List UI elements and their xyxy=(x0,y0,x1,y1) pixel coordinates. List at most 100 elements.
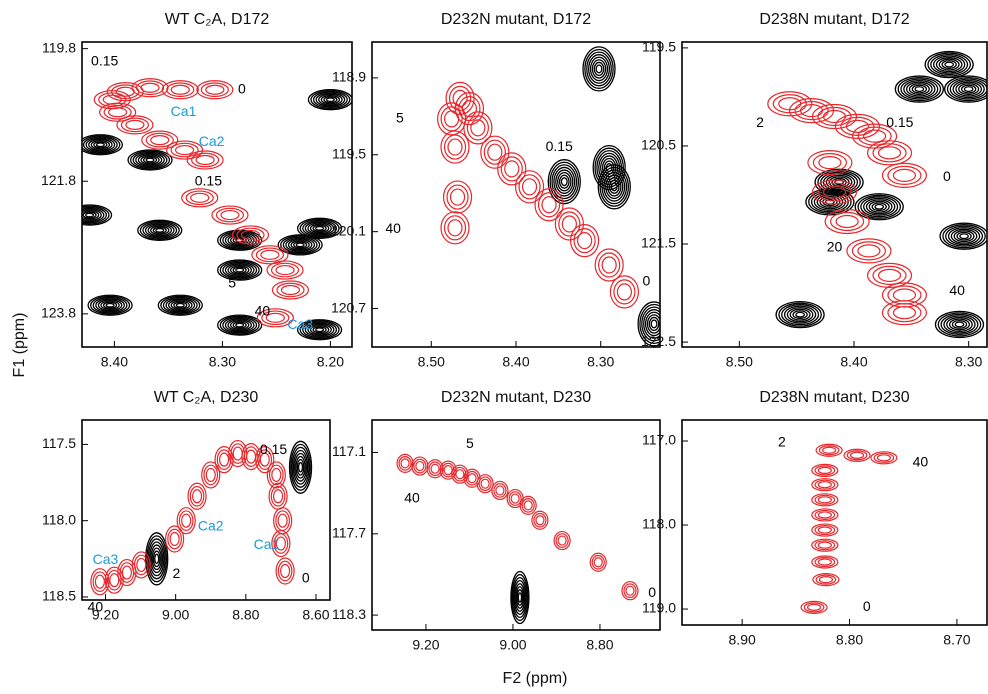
contour-ring xyxy=(491,480,509,501)
contour-ring xyxy=(911,84,928,94)
contour-ring xyxy=(866,262,913,289)
x-tick-label: 8.40 xyxy=(840,354,867,370)
contour-ring xyxy=(876,454,892,462)
contour-ring xyxy=(811,555,839,569)
contour-ring xyxy=(136,557,147,573)
annotation: 0 xyxy=(238,80,246,96)
contour-ring xyxy=(881,300,928,326)
contour-ring xyxy=(173,301,188,309)
contour-ring xyxy=(811,538,839,552)
contour-ring xyxy=(142,156,158,164)
titration-peak xyxy=(255,446,275,474)
panel: D238N mutant, D230 2 40 0 8.90 8.80 8.70 117.0 1… xyxy=(642,389,988,648)
contour-ring xyxy=(598,252,621,278)
titration-peak xyxy=(788,98,835,124)
contour-ring xyxy=(834,113,881,139)
contour-ring xyxy=(82,135,121,155)
background-peak xyxy=(854,193,904,221)
contour-ring xyxy=(299,218,340,238)
contour-ring xyxy=(478,476,492,492)
contour-ring xyxy=(947,227,981,246)
contour-ring xyxy=(205,84,225,95)
contour-ring xyxy=(120,117,150,133)
contour-ring xyxy=(259,452,270,467)
contour-ring xyxy=(814,168,864,196)
contour-ring xyxy=(811,493,839,507)
background-peak xyxy=(137,219,183,241)
background-peak xyxy=(547,159,581,205)
panel: D238N mutant, D172 2 0.15 0 20 40 8.50 8.40 8.30… xyxy=(641,11,988,370)
titration-peak xyxy=(275,557,295,585)
titration-peak xyxy=(256,308,294,328)
contour-ring xyxy=(591,554,605,570)
contour-ring xyxy=(872,265,907,286)
contour-ring xyxy=(453,466,467,482)
annotation: Ca2 xyxy=(198,517,224,533)
plot-frame xyxy=(81,419,331,601)
contour-ring xyxy=(85,137,116,152)
x-tick-label: 8.40 xyxy=(101,354,128,370)
contour-ring xyxy=(145,132,174,148)
titration-peak xyxy=(800,600,828,614)
contour-ring xyxy=(88,138,113,151)
contour-ring xyxy=(312,224,327,232)
background-peak xyxy=(582,46,616,92)
x-tick-label: 8.90 xyxy=(729,632,756,648)
contour-ring xyxy=(818,156,842,170)
contour-ring xyxy=(953,230,975,243)
titration-peak xyxy=(570,224,600,258)
x-tick-label: 9.00 xyxy=(499,637,526,653)
contour-ring xyxy=(932,55,966,74)
titration-peak xyxy=(866,140,913,166)
contour-ring xyxy=(914,86,925,93)
contour-ring xyxy=(547,159,581,205)
contour-ring xyxy=(892,288,917,302)
contour-ring xyxy=(586,51,612,87)
plot-area xyxy=(90,439,313,596)
contour-ring xyxy=(514,583,526,612)
titration-peak xyxy=(811,463,839,478)
x-tick-label: 8.30 xyxy=(587,354,614,370)
contour-ring xyxy=(224,262,255,278)
plot-area xyxy=(396,453,639,625)
contour-ring xyxy=(908,83,930,96)
contour-ring xyxy=(277,513,288,528)
contour-ring xyxy=(211,205,249,225)
contour-ring xyxy=(430,463,440,474)
annotation: 2 xyxy=(756,114,764,130)
contour-ring xyxy=(117,558,137,587)
contour-ring xyxy=(822,109,847,124)
x-tick-label: 8.80 xyxy=(232,607,259,623)
y-tick-label: 118.9 xyxy=(332,69,366,85)
contour-ring xyxy=(783,305,817,324)
contour-ring xyxy=(205,467,216,483)
contour-ring xyxy=(195,154,215,166)
contour-ring xyxy=(90,140,111,150)
contour-ring xyxy=(557,171,572,192)
panel-title: WT C₂A, D230 xyxy=(154,389,259,406)
contour-ring xyxy=(105,302,115,308)
contour-ring xyxy=(121,565,132,580)
titration-peak xyxy=(846,238,892,264)
titration-peak xyxy=(445,81,475,115)
contour-ring xyxy=(948,318,971,331)
contour-ring xyxy=(318,93,343,106)
titration-peak xyxy=(554,207,584,241)
y-tick-label: 123.8 xyxy=(41,305,76,321)
contour-ring xyxy=(455,469,465,480)
contour-ring xyxy=(287,238,313,251)
contour-ring xyxy=(553,530,571,551)
contour-ring xyxy=(866,140,913,166)
contour-ring xyxy=(145,157,155,163)
plot-area xyxy=(800,443,898,614)
contour-ring xyxy=(296,217,343,239)
annotation: 0.15 xyxy=(260,441,287,457)
titration-peak xyxy=(811,493,839,507)
contour-ring xyxy=(166,82,195,98)
panel-title: WT C₂A, D172 xyxy=(165,11,270,28)
titration-peak xyxy=(881,300,928,326)
contour-ring xyxy=(515,586,525,609)
contour-ring xyxy=(593,557,603,568)
contour-ring xyxy=(92,571,108,593)
contour-ring xyxy=(817,481,832,489)
